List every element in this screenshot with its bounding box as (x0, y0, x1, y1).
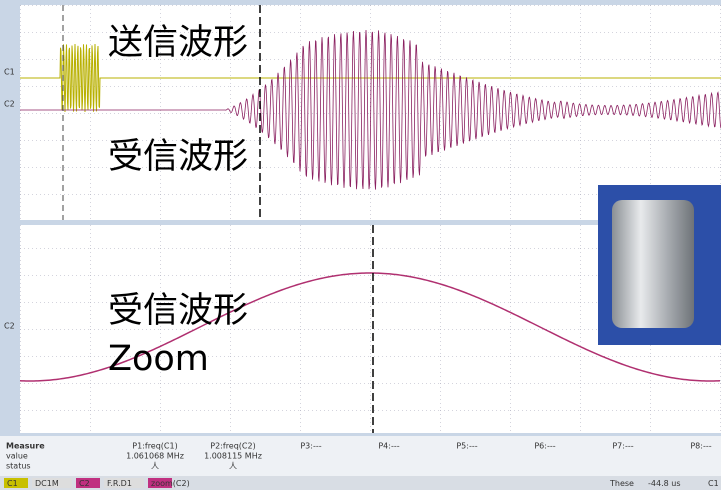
measure-name: P6:--- (534, 442, 555, 451)
measure-name: P2:freq(C2) (210, 442, 255, 451)
measure-status: 人 (229, 462, 237, 471)
channel-tag: C2 (4, 100, 15, 109)
status-text: DC1M (35, 479, 59, 488)
waveforms (19, 30, 721, 382)
overlay-label: 送信波形 (108, 23, 248, 63)
measure-value: 1.061068 MHz (126, 452, 184, 461)
status-chip (148, 478, 172, 488)
status-text: These (609, 479, 634, 488)
measure-name: P1:freq(C1) (132, 442, 177, 451)
measure-row-label: status (6, 462, 31, 471)
transmit-trace (20, 43, 721, 113)
measure-name: P8:--- (690, 442, 711, 451)
status-text: C2 (79, 479, 90, 488)
channel-tag: C1 (4, 68, 15, 77)
measure-value: 1.008115 MHz (204, 452, 262, 461)
status-text: zoom(C2) (151, 479, 190, 488)
status-text: F.R.D1 (107, 479, 132, 488)
overlay-label: 受信波形 (108, 291, 248, 331)
overlay-label: Zoom (108, 339, 209, 379)
measure-row-label: Measure (6, 442, 45, 451)
channel-tag: C2 (4, 322, 15, 331)
overlay-label: 受信波形 (108, 137, 248, 177)
status-chip (104, 478, 144, 488)
measure-status: 人 (151, 462, 159, 471)
status-chip (76, 478, 100, 488)
receive-trace (20, 30, 721, 190)
measure-panel (0, 436, 721, 476)
status-items: C1 DC1M C2 F.R.D1 zoom(C2) These -44.8 us C1 D (4, 478, 721, 488)
status-text: -44.8 us (648, 479, 680, 488)
measure-row-label: value (6, 452, 28, 461)
measure-name: P3:--- (300, 442, 321, 451)
status-text: C1 (7, 479, 18, 488)
status-bar (0, 476, 721, 490)
measure-name: P4:--- (378, 442, 399, 451)
status-chip (4, 478, 28, 488)
zoom-trace (19, 272, 721, 382)
sample-photo (598, 185, 721, 345)
metal-cylinder (612, 200, 694, 328)
measure-name: P5:--- (456, 442, 477, 451)
status-chip (32, 478, 72, 488)
status-text: C1 D (708, 479, 721, 488)
measure-name: P7:--- (612, 442, 633, 451)
